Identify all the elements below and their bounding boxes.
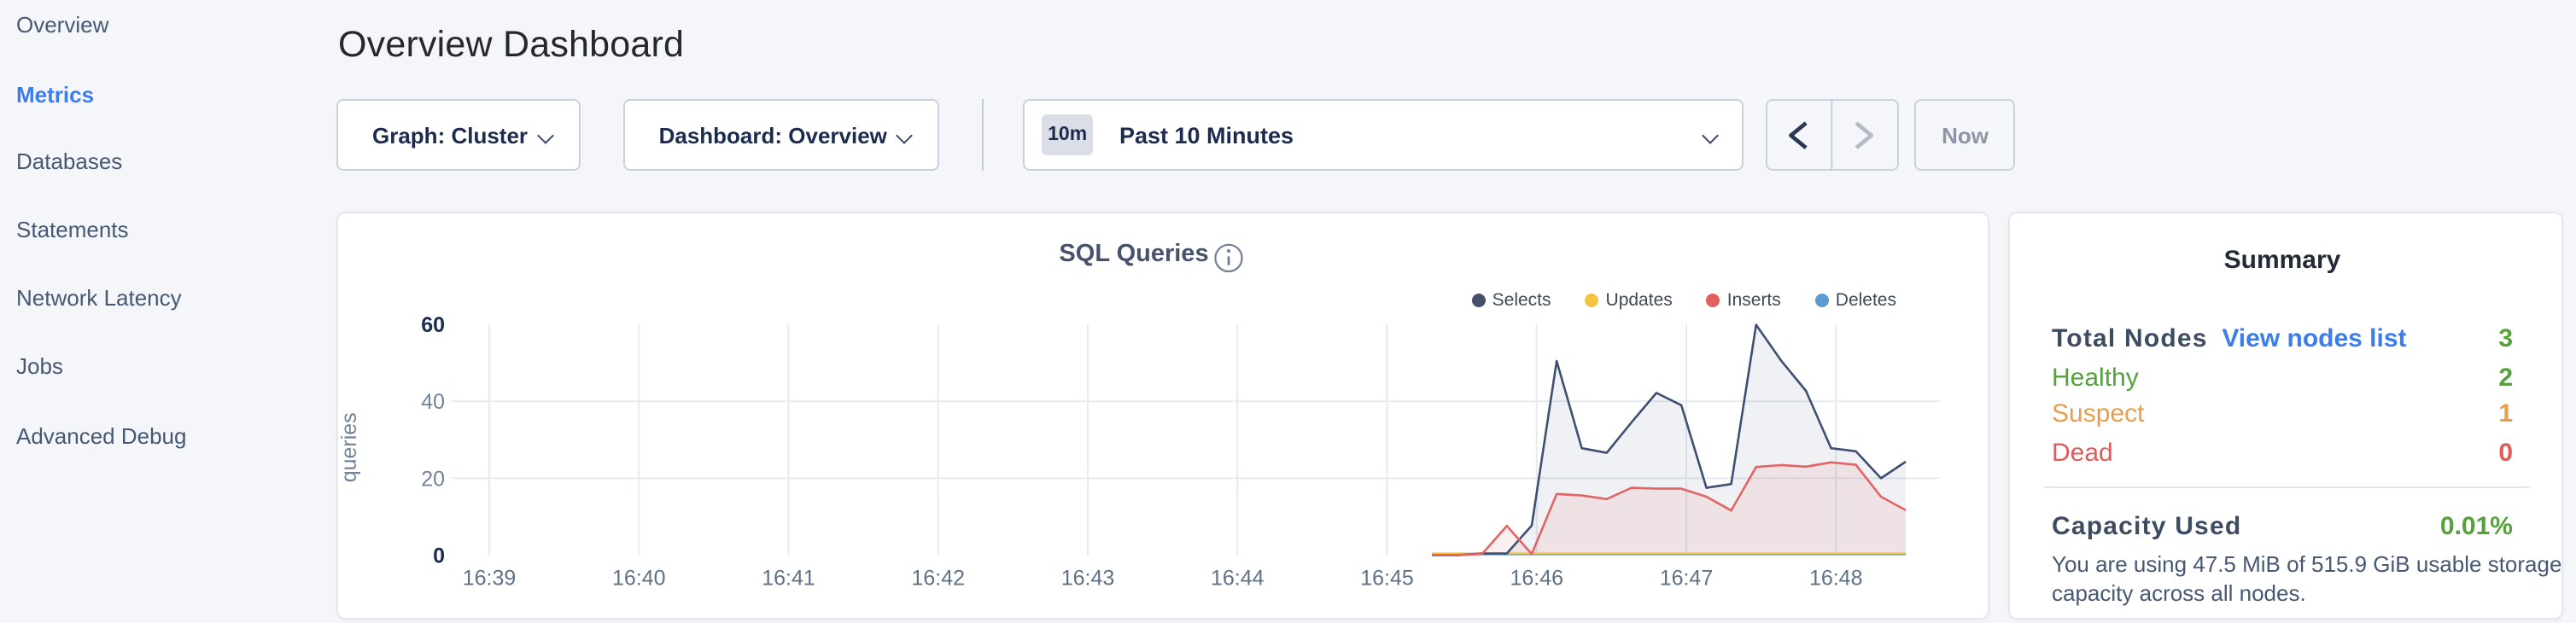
svg-text:16:48: 16:48 <box>1809 567 1863 591</box>
svg-text:16:40: 16:40 <box>612 567 666 591</box>
svg-text:16:41: 16:41 <box>762 567 815 591</box>
svg-text:16:46: 16:46 <box>1510 567 1563 591</box>
svg-text:0: 0 <box>433 544 445 568</box>
svg-text:20: 20 <box>421 468 445 492</box>
svg-text:60: 60 <box>421 314 445 338</box>
svg-text:16:42: 16:42 <box>911 567 965 591</box>
svg-text:16:45: 16:45 <box>1360 567 1414 591</box>
svg-text:16:43: 16:43 <box>1061 567 1115 591</box>
svg-text:16:39: 16:39 <box>463 567 517 591</box>
svg-text:16:44: 16:44 <box>1211 567 1265 591</box>
svg-text:40: 40 <box>421 391 445 415</box>
svg-text:16:47: 16:47 <box>1660 567 1714 591</box>
svg-text:queries: queries <box>338 413 361 483</box>
